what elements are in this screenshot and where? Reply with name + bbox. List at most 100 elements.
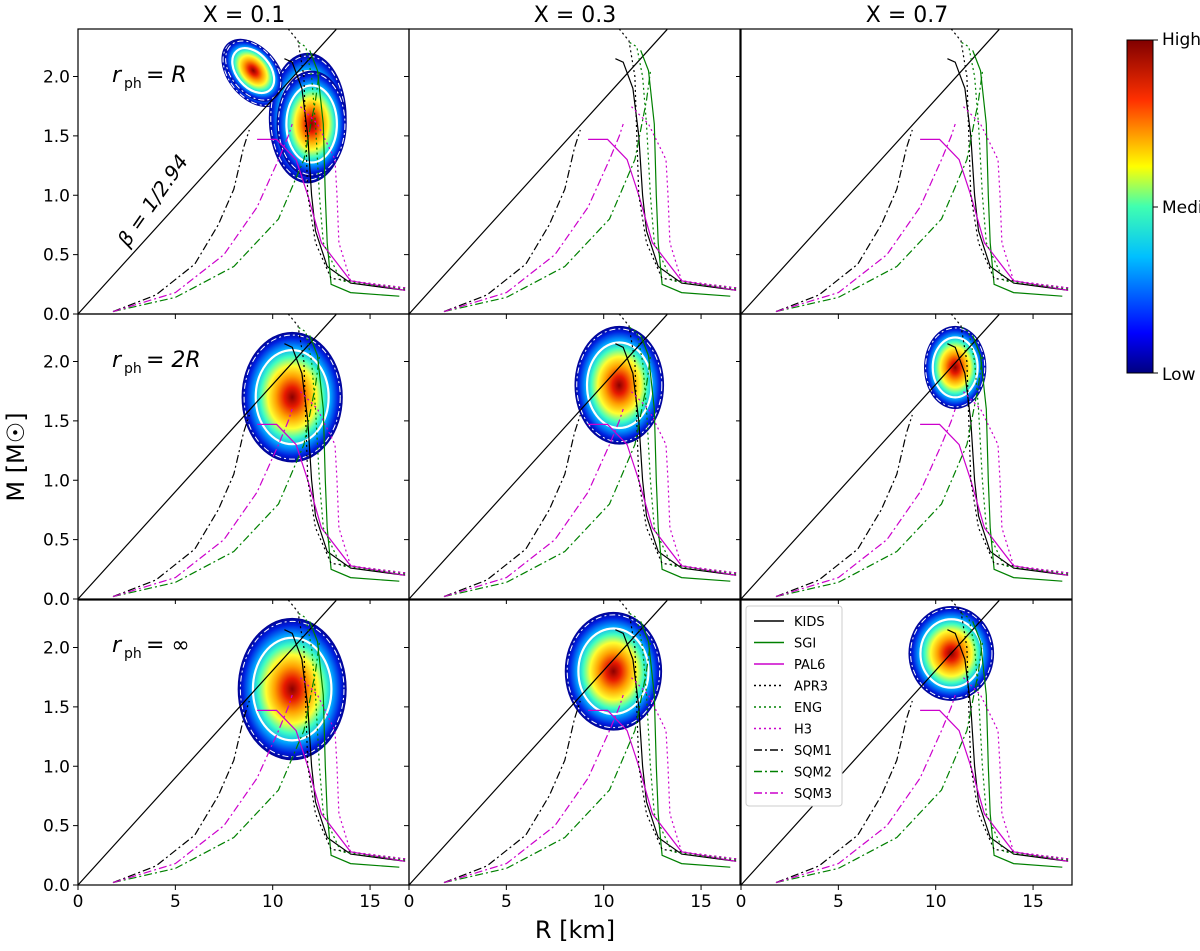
eos-curve-eng <box>626 611 737 861</box>
row-label-3-eq: = ∞ <box>146 633 190 658</box>
eos-curve-sqm2 <box>443 642 651 884</box>
y-axis-label: M [M☉] <box>2 412 30 501</box>
eos-curve-eng <box>958 611 1069 861</box>
contour-95 <box>576 328 663 443</box>
eos-curve-kids <box>615 58 737 291</box>
beta-line <box>78 29 337 314</box>
x-tick-label: 5 <box>170 892 181 912</box>
eos-curve-pal6 <box>588 709 737 862</box>
eos-curve-kids <box>615 629 737 862</box>
panel-frame <box>77 599 410 886</box>
row-label-3-sub: ph <box>124 646 142 662</box>
eos-curve-apr3 <box>287 29 406 289</box>
beta-line <box>409 314 668 599</box>
eos-curve-pal6 <box>920 709 1069 862</box>
eos-curve-eng <box>295 611 406 861</box>
legend-label-sqm1: SQM1 <box>794 744 832 759</box>
eos-curve-kids <box>947 629 1069 862</box>
beta-line <box>741 29 1000 314</box>
legend-label-pal6: PAL6 <box>794 658 825 673</box>
eos-curve-sqm1 <box>775 129 913 313</box>
eos-curve-apr3 <box>950 600 1069 860</box>
eos-curve-sqm3 <box>112 408 293 598</box>
y-tick-label: 2.0 <box>43 353 70 373</box>
row-label-3: r ph = ∞ <box>112 633 190 662</box>
eos-curve-apr3 <box>287 600 406 860</box>
panel-plot-area <box>78 29 406 314</box>
x-tick-label: 0 <box>736 892 747 912</box>
y-tick-label: 1.5 <box>43 127 70 147</box>
eos-curve-sqm1 <box>443 414 581 598</box>
eos-curve-sqm1 <box>112 700 250 884</box>
contour-95 <box>277 72 346 176</box>
panel-3-1: 0 5 10 15 0.0 0.5 1.0 1.5 2.0 <box>43 599 410 912</box>
panel-frame <box>740 28 1073 315</box>
eos-curve-sqm3 <box>112 694 293 884</box>
row-label-1-sub: ph <box>124 76 142 92</box>
eos-curve-sqm3 <box>112 123 293 313</box>
eos-curve-sqm2 <box>443 356 651 598</box>
y-tick-label: 1.0 <box>43 186 70 206</box>
panel-plot-area <box>78 314 406 599</box>
eos-curve-sqm3 <box>775 694 956 884</box>
panel-3-2: 0 5 10 15 <box>404 599 741 912</box>
legend-label-eng: ENG <box>794 701 822 716</box>
eos-curve-sqm1 <box>443 129 581 313</box>
eos-curve-kids <box>284 58 406 291</box>
panel-plot-area <box>409 600 737 885</box>
beta-line <box>741 314 1000 599</box>
y-tick-label: 2.0 <box>43 68 70 88</box>
panel-frame <box>77 313 410 600</box>
legend-label-apr3: APR3 <box>794 680 828 695</box>
eos-curve-sqm1 <box>775 414 913 598</box>
row-label-2: r ph = 2R <box>112 348 201 377</box>
eos-curve-pal6 <box>920 423 1069 576</box>
eos-curve-sqm2 <box>775 642 983 884</box>
y-tick-label: 0.0 <box>43 876 70 896</box>
contour-68 <box>254 349 330 446</box>
panel-2-1: 0.0 0.5 1.0 1.5 2.0 <box>43 313 410 610</box>
contour-68 <box>231 47 276 95</box>
panel-1-3 <box>736 28 1073 319</box>
panel-2-2 <box>404 313 741 604</box>
panel-frame <box>408 28 741 315</box>
contour-95 <box>910 607 993 700</box>
density-region <box>224 39 283 102</box>
row-label-1-eq: = R <box>146 63 187 88</box>
eos-curve-apr3 <box>287 314 406 574</box>
panel-frame <box>408 599 741 886</box>
x-tick-label: 10 <box>262 892 284 912</box>
col-title-3: X = 0.7 <box>866 3 948 28</box>
colorbar-tick-high: High <box>1162 30 1200 50</box>
eos-curve-sqm3 <box>775 408 956 598</box>
eos-curve-eng <box>958 40 1069 290</box>
eos-curve-apr3 <box>618 29 737 289</box>
eos-curve-sqm3 <box>443 694 624 884</box>
eos-curve-eng <box>295 325 406 575</box>
col-title-2: X = 0.3 <box>534 3 616 28</box>
contour-68 <box>251 636 333 742</box>
legend-label-sqm3: SQM3 <box>794 787 832 802</box>
eos-curve-pal6 <box>588 138 737 291</box>
x-tick-label: 10 <box>925 892 947 912</box>
beta-line <box>741 600 1000 885</box>
eos-curve-sqm1 <box>112 414 250 598</box>
panel-2-3 <box>736 313 1073 604</box>
x-tick-label: 0 <box>404 892 415 912</box>
y-tick-label: 0.5 <box>43 246 70 266</box>
eos-curve-sqm2 <box>775 356 983 598</box>
legend-label-sgi: SGI <box>794 637 816 652</box>
panel-1-2 <box>404 28 741 319</box>
eos-curve-apr3 <box>618 600 737 860</box>
eos-curve-pal6 <box>588 423 737 576</box>
eos-curve-eng <box>295 40 406 290</box>
y-tick-label: 0.5 <box>43 531 70 551</box>
y-tick-label: 1.0 <box>43 471 70 491</box>
x-tick-label: 15 <box>359 892 381 912</box>
eos-curve-sqm3 <box>775 123 956 313</box>
row-label-2-sub: ph <box>124 361 142 377</box>
colorbar-tick-low: Low <box>1162 365 1196 385</box>
colorbar-tick-medium: Medium <box>1162 198 1200 218</box>
eos-curve-apr3 <box>618 314 737 574</box>
